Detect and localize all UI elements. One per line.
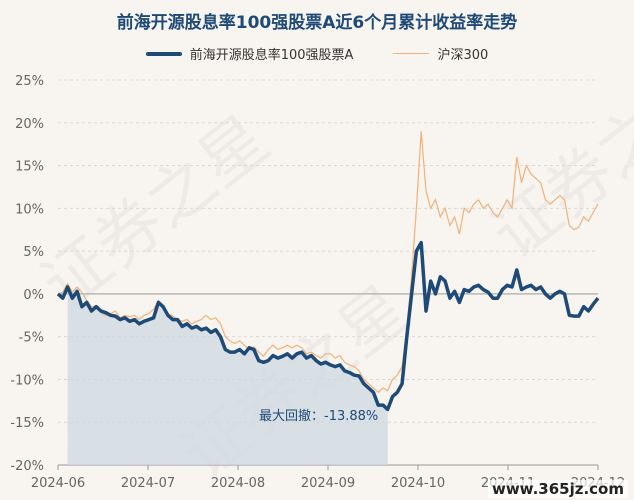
x-tick-label: 2024-07 [121,476,175,491]
y-tick-label: 10% [15,202,44,217]
chart-title: 前海开源股息率100强股票A近6个月累计收益率走势 [116,13,518,33]
x-tick-label: 2024-08 [211,476,265,491]
x-tick-label: 2024-06 [31,476,85,491]
y-tick-label: 15% [15,160,44,175]
y-tick-label: 20% [15,117,44,132]
legend-label-fund: 前海开源股息率100强股票A [189,48,354,63]
x-tick-label: 2024-09 [301,476,355,491]
y-tick-label: -20% [10,459,44,474]
y-tick-label: 5% [23,245,44,260]
max-drawdown-label: 最大回撤：-13.88% [259,408,378,424]
y-tick-label: -10% [10,373,44,388]
legend-item-fund[interactable]: 前海开源股息率100强股票A [145,44,354,63]
x-tick-label: 2024-10 [391,476,445,491]
legend-swatch-index [393,53,430,54]
legend-swatch-fund [145,51,182,56]
y-tick-label: 25% [15,74,44,89]
site-watermark: www.365jz.com [487,480,628,498]
y-tick-label: -15% [10,416,44,431]
series-line-index [57,131,599,394]
legend-item-index[interactable]: 沪深300 [393,44,488,63]
legend-label-index: 沪深300 [437,48,489,63]
y-tick-label: -5% [19,331,44,346]
legend: 前海开源股息率100强股票A 沪深300 [0,44,634,63]
max-drawdown-area [67,287,388,465]
series-line-fund [56,240,600,412]
y-tick-label: 0% [23,288,44,303]
